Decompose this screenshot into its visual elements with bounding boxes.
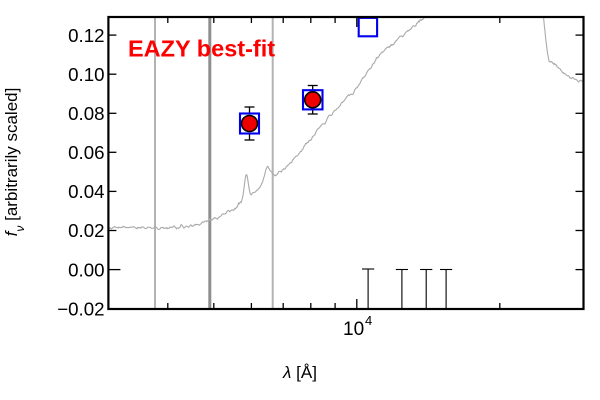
svg-text:4: 4 [365, 313, 372, 328]
svg-text:0.08: 0.08 [68, 103, 104, 124]
svg-text:0.04: 0.04 [68, 181, 104, 202]
svg-text:−0.02: −0.02 [57, 298, 104, 319]
svg-text:EAZY best-fit: EAZY best-fit [128, 36, 275, 62]
svg-text:0.12: 0.12 [68, 25, 104, 46]
svg-text:0.10: 0.10 [68, 64, 104, 85]
svg-text:λ [Å]: λ [Å] [282, 363, 317, 382]
svg-text:10: 10 [343, 319, 364, 340]
svg-text:0.00: 0.00 [68, 259, 104, 280]
svg-text:0.02: 0.02 [68, 220, 104, 241]
svg-text:0.06: 0.06 [68, 142, 104, 163]
